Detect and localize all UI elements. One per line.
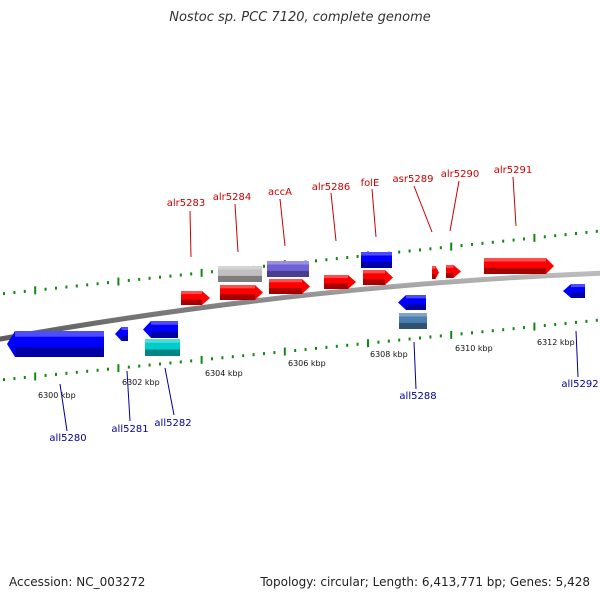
gene-label-alr5283[interactable]: alr5283 (167, 198, 205, 209)
gene-alr5284[interactable] (220, 285, 263, 300)
gene-all5288-highlight (406, 295, 426, 299)
gene-alr5291-highlight (484, 258, 546, 262)
map-title: Nostoc sp. PCC 7120, complete genome (169, 10, 431, 25)
scale-label: 6312 kbp (537, 338, 575, 347)
gene-all5292[interactable] (563, 284, 585, 298)
scale-label: 6310 kbp (455, 344, 493, 353)
feature-cyan-shade (145, 349, 180, 356)
gene-alr5290-highlight (446, 265, 454, 268)
gene-label-all5282[interactable]: all5282 (154, 418, 191, 429)
gene-label-all5280[interactable]: all5280 (49, 433, 86, 444)
feature-grey-shade (218, 275, 262, 282)
gene-accA-shade (269, 288, 302, 294)
gene-labels: alr5283 alr5284 accA alr5286 folE asr5289 alr5… (49, 165, 598, 444)
gene-label-asr5289[interactable]: asr5289 (393, 174, 434, 185)
gene-alr5283[interactable] (181, 291, 210, 305)
gene-all5280-shade (15, 347, 104, 357)
gene-accA[interactable] (269, 279, 310, 294)
feature-cyan-highlight (145, 339, 180, 343)
scale-label: 6306 kbp (288, 359, 326, 368)
feature-blue-box-shade (361, 261, 392, 268)
feature-steel-highlight (399, 313, 427, 317)
gene-alr5291[interactable] (484, 258, 554, 274)
feature-blue-box-highlight (361, 252, 392, 256)
gene-asr5289-shade (432, 274, 436, 279)
feature-purple-shade (267, 270, 309, 277)
feature-grey-highlight (218, 266, 262, 270)
leader-lines (59, 176, 579, 432)
inner-tick-ring (3, 318, 598, 382)
scale-label: 6304 kbp (205, 369, 243, 378)
gene-alr5286-shade (324, 283, 348, 289)
leader-all5280 (59, 383, 68, 432)
leader-alr5286 (330, 192, 337, 242)
gene-accA-highlight (269, 279, 302, 283)
gene-label-folE[interactable]: folE (361, 178, 380, 189)
feature-purple-highlight (267, 261, 309, 265)
gene-label-alr5286[interactable]: alr5286 (312, 182, 350, 193)
gene-asr5289-highlight (432, 266, 436, 269)
genome-backbone (0, 270, 600, 342)
gene-folE-shade (363, 279, 385, 285)
gene-folE-highlight (363, 270, 385, 274)
gene-alr5284-highlight (220, 285, 255, 289)
gene-label-alr5290[interactable]: alr5290 (441, 169, 479, 180)
gene-all5282-shade (151, 331, 178, 338)
scale-labels: 6300 kbp 6302 kbp 6304 kbp 6306 kbp 6308 kbp… (38, 338, 575, 400)
gene-all5282[interactable] (143, 321, 178, 338)
leader-all5292 (575, 330, 579, 378)
gene-all5282-highlight (151, 321, 178, 325)
feature-steel[interactable] (399, 313, 427, 329)
feature-cyan[interactable] (145, 339, 180, 356)
gene-label-all5292[interactable]: all5292 (561, 379, 598, 390)
gene-label-all5281[interactable]: all5281 (111, 424, 148, 435)
gene-all5288[interactable] (398, 295, 426, 310)
gene-alr5291-shade (484, 267, 546, 274)
leader-alr5284 (234, 203, 239, 253)
gene-asr5289[interactable] (432, 266, 439, 279)
gene-alr5290-shade (446, 273, 454, 278)
gene-all5288-shade (406, 304, 426, 310)
gene-all5281[interactable] (115, 327, 128, 341)
gene-alr5286[interactable] (324, 275, 356, 289)
feature-grey[interactable] (218, 266, 262, 282)
gene-label-accA[interactable]: accA (268, 187, 292, 198)
accession-text: Accession: NC_003272 (9, 575, 146, 589)
scale-label: 6300 kbp (38, 391, 76, 400)
gene-folE[interactable] (363, 270, 393, 285)
leader-asr5289 (413, 185, 433, 233)
gene-alr5284-shade (220, 294, 255, 300)
feature-blue-box[interactable] (361, 252, 392, 268)
gene-label-alr5284[interactable]: alr5284 (213, 192, 251, 203)
gene-alr5283-shade (181, 299, 202, 305)
gene-all5280[interactable] (7, 331, 104, 357)
feature-steel-shade (399, 322, 427, 329)
feature-layer (7, 252, 585, 357)
leader-alr5290 (449, 180, 460, 232)
gene-alr5286-highlight (324, 275, 348, 279)
gene-all5281-highlight (121, 327, 128, 331)
feature-purple[interactable] (267, 261, 309, 277)
gene-all5280-highlight (15, 331, 104, 337)
leader-accA (279, 198, 286, 247)
leader-all5281 (126, 370, 131, 422)
scale-label: 6308 kbp (370, 350, 408, 359)
leader-alr5291 (512, 176, 517, 227)
leader-alr5283 (189, 210, 192, 258)
gene-all5281-shade (121, 335, 128, 341)
gene-all5292-shade (571, 292, 585, 298)
gene-label-all5288[interactable]: all5288 (399, 391, 436, 402)
leader-all5288 (413, 341, 417, 390)
gene-alr5283-highlight (181, 291, 202, 295)
gene-alr5290[interactable] (446, 265, 461, 278)
gene-label-alr5291[interactable]: alr5291 (494, 165, 532, 176)
scale-label: 6302 kbp (122, 378, 160, 387)
leader-all5282 (164, 367, 175, 416)
gene-all5292-highlight (571, 284, 585, 288)
leader-folE (371, 188, 377, 238)
genome-summary: Topology: circular; Length: 6,413,771 bp… (260, 575, 590, 589)
